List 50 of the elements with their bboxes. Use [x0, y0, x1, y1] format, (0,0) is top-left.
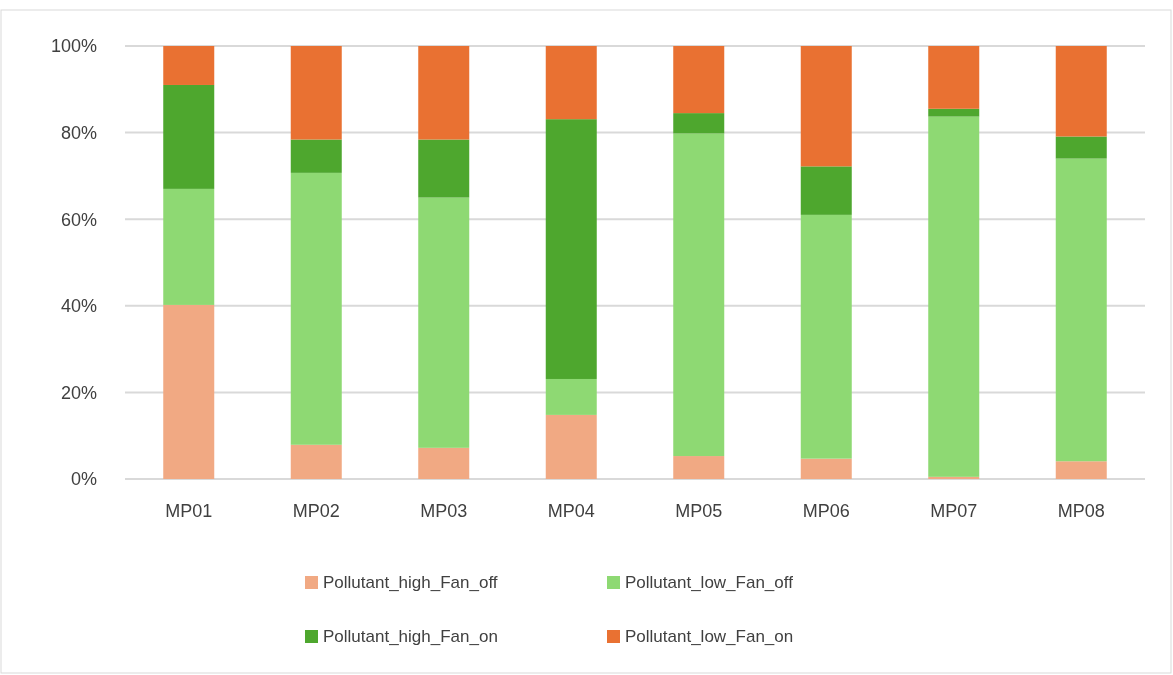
y-tick-label: 0%: [70, 469, 97, 490]
bar: [673, 46, 725, 114]
bar: [800, 214, 852, 459]
bar: [418, 139, 470, 198]
bar: [800, 166, 852, 215]
bar: [545, 378, 597, 415]
bar: [800, 46, 852, 167]
x-tick-label: MP06: [802, 501, 850, 521]
x-tick-label: MP01: [165, 501, 213, 521]
bar: [800, 458, 852, 479]
bar: [163, 84, 215, 189]
x-tick-label: MP02: [292, 501, 340, 521]
bar: [418, 197, 470, 448]
bar: [290, 46, 342, 140]
x-tick-label: MP07: [930, 501, 978, 521]
legend-label: Pollutant_low_Fan_off: [625, 573, 794, 592]
bar: [928, 116, 980, 477]
y-tick-label: 80%: [60, 122, 97, 143]
bar: [545, 119, 597, 379]
bar: [290, 139, 342, 173]
bar: [418, 447, 470, 479]
bar: [673, 456, 725, 479]
legend-label: Pollutant_high_Fan_on: [323, 627, 498, 646]
bar: [163, 304, 215, 479]
bar: [1055, 136, 1107, 159]
bar: [418, 46, 470, 140]
y-tick-label: 60%: [60, 209, 97, 230]
bar: [290, 172, 342, 445]
bar: [928, 46, 980, 109]
y-tick-label: 20%: [60, 382, 97, 403]
x-tick-label: MP03: [420, 501, 468, 521]
x-tick-label: MP04: [547, 501, 595, 521]
bar: [163, 46, 215, 85]
bar: [928, 476, 980, 479]
bar: [290, 444, 342, 479]
legend-label: Pollutant_high_Fan_off: [323, 573, 498, 592]
legend-label: Pollutant_low_Fan_on: [625, 627, 794, 646]
y-tick-label: 100%: [50, 36, 97, 57]
bar: [928, 108, 980, 117]
bar: [1055, 46, 1107, 137]
bar: [163, 188, 215, 305]
bar: [1055, 461, 1107, 479]
bar: [545, 414, 597, 479]
bar: [1055, 158, 1107, 462]
y-tick-label: 40%: [60, 296, 97, 317]
x-tick-label: MP08: [1057, 501, 1105, 521]
x-tick-label: MP05: [675, 501, 723, 521]
bar: [673, 133, 725, 457]
bar: [545, 46, 597, 120]
bar: [673, 113, 725, 134]
